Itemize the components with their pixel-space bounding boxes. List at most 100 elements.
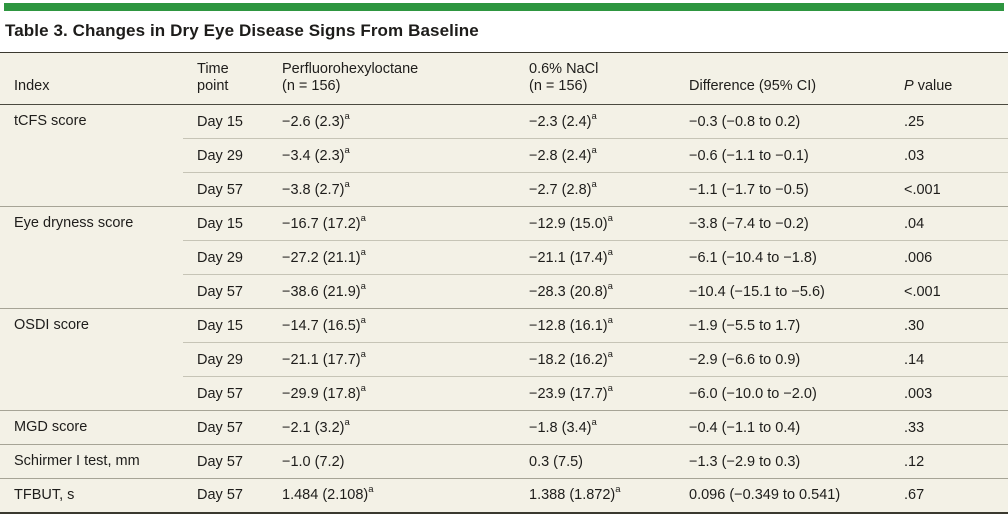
difference-cell: −3.8 (−7.4 to −0.2)	[675, 206, 890, 241]
col-header-index: Index	[0, 52, 183, 105]
index-cell: tCFS score	[0, 104, 183, 207]
p-value-cell: <.001	[890, 172, 1008, 207]
p-value-cell: .04	[890, 206, 1008, 241]
table-row: Day 29 −21.1 (17.7)a −18.2 (16.2)a −2.9 (−6…	[0, 342, 1008, 377]
footnote-marker: a	[607, 246, 613, 258]
nacl-cell: −12.9 (15.0)a	[515, 206, 675, 241]
p-value-cell: <.001	[890, 274, 1008, 309]
time-point-cell: Day 29	[183, 342, 268, 377]
perfluorohexyloctane-cell: −29.9 (17.8)a	[268, 376, 515, 411]
nacl-cell: −18.2 (16.2)a	[515, 342, 675, 377]
header-row: Index Time point Perfluorohexyloctane (n = 1…	[0, 52, 1008, 105]
footnote-marker: a	[607, 212, 613, 224]
col-header-difference: Difference (95% CI)	[675, 52, 890, 105]
footnote-marker: a	[615, 484, 621, 496]
nacl-cell: −21.1 (17.4)a	[515, 240, 675, 275]
table-row: OSDI score Day 15 −14.7 (16.5)a −12.8 (16.1…	[0, 308, 1008, 411]
time-point-cell: Day 57	[183, 444, 268, 479]
nacl-cell: −2.8 (2.4)a	[515, 138, 675, 173]
nacl-cell: −12.8 (16.1)a	[515, 308, 675, 343]
difference-cell: −1.1 (−1.7 to −0.5)	[675, 172, 890, 207]
p-value-cell: .67	[890, 478, 1008, 513]
table-row: Day 57 −38.6 (21.9)a −28.3 (20.8)a −10.4 (−…	[0, 274, 1008, 309]
time-point-cell: Day 29	[183, 138, 268, 173]
table-row: MGD score Day 57 −2.1 (3.2)a −1.8 (3.4)a −0.…	[0, 410, 1008, 445]
time-point-cell: Day 57	[183, 478, 268, 513]
perfluorohexyloctane-cell: −3.4 (2.3)a	[268, 138, 515, 173]
col-header-p-value: P value	[890, 52, 1008, 105]
footnote-marker: a	[591, 110, 597, 122]
time-point-cell: Day 15	[183, 308, 268, 343]
perfluorohexyloctane-cell: −21.1 (17.7)a	[268, 342, 515, 377]
col-header-nacl: 0.6% NaCl (n = 156)	[515, 52, 675, 105]
footnote-marker: a	[607, 280, 613, 292]
difference-cell: −10.4 (−15.1 to −5.6)	[675, 274, 890, 309]
nacl-cell: −1.8 (3.4)a	[515, 410, 675, 445]
perfluorohexyloctane-cell: 1.484 (2.108)a	[268, 478, 515, 513]
difference-cell: −1.9 (−5.5 to 1.7)	[675, 308, 890, 343]
difference-cell: −0.4 (−1.1 to 0.4)	[675, 410, 890, 445]
footnote-marker: a	[360, 246, 366, 258]
table-row: Schirmer I test, mm Day 57 −1.0 (7.2) 0.3 (…	[0, 444, 1008, 479]
time-point-cell: Day 15	[183, 104, 268, 139]
index-cell: OSDI score	[0, 308, 183, 411]
perfluorohexyloctane-cell: −2.6 (2.3)a	[268, 104, 515, 139]
footnote-marker: a	[360, 348, 366, 360]
time-point-cell: Day 57	[183, 172, 268, 207]
index-cell: Schirmer I test, mm	[0, 444, 183, 479]
perfluorohexyloctane-cell: −3.8 (2.7)a	[268, 172, 515, 207]
footnote-marker: a	[360, 314, 366, 326]
footnote-marker: a	[591, 178, 597, 190]
p-value-cell: .003	[890, 376, 1008, 411]
table-row: Day 57 −3.8 (2.7)a −2.7 (2.8)a −1.1 (−1.7 t…	[0, 172, 1008, 207]
difference-cell: −0.6 (−1.1 to −0.1)	[675, 138, 890, 173]
time-point-cell: Day 57	[183, 410, 268, 445]
table-row: Eye dryness score Day 15 −16.7 (17.2)a −12.…	[0, 206, 1008, 309]
p-value-cell: .33	[890, 410, 1008, 445]
table-body: tCFS score Day 15 −2.6 (2.3)a −2.3 (2.4)a −0…	[0, 104, 1008, 513]
time-point-cell: Day 57	[183, 376, 268, 411]
p-value-cell: .12	[890, 444, 1008, 479]
footnote-marker: a	[607, 348, 613, 360]
footnote-marker: a	[591, 416, 597, 428]
footnote-marker: a	[344, 178, 350, 190]
perfluorohexyloctane-cell: −38.6 (21.9)a	[268, 274, 515, 309]
table-row: TFBUT, s Day 57 1.484 (2.108)a 1.388 (1.872…	[0, 478, 1008, 513]
difference-cell: −1.3 (−2.9 to 0.3)	[675, 444, 890, 479]
data-table: Index Time point Perfluorohexyloctane (n = 1…	[0, 52, 1008, 514]
table-row: Day 29 −27.2 (21.1)a −21.1 (17.4)a −6.1 (−1…	[0, 240, 1008, 275]
perfluorohexyloctane-cell: −2.1 (3.2)a	[268, 410, 515, 445]
perfluorohexyloctane-cell: −16.7 (17.2)a	[268, 206, 515, 241]
difference-cell: −6.0 (−10.0 to −2.0)	[675, 376, 890, 411]
difference-cell: −6.1 (−10.4 to −1.8)	[675, 240, 890, 275]
time-point-cell: Day 29	[183, 240, 268, 275]
p-value-cell: .30	[890, 308, 1008, 343]
footnote-marker: a	[607, 382, 613, 394]
footnote-marker: a	[360, 212, 366, 224]
nacl-cell: −28.3 (20.8)a	[515, 274, 675, 309]
footnote-marker: a	[591, 144, 597, 156]
time-point-cell: Day 15	[183, 206, 268, 241]
difference-cell: −0.3 (−0.8 to 0.2)	[675, 104, 890, 139]
footnote-marker: a	[360, 280, 366, 292]
table-row: Day 29 −3.4 (2.3)a −2.8 (2.4)a −0.6 (−1.1 t…	[0, 138, 1008, 173]
p-value-cell: .25	[890, 104, 1008, 139]
nacl-cell: −2.3 (2.4)a	[515, 104, 675, 139]
time-point-cell: Day 57	[183, 274, 268, 309]
col-header-perfluorohexyloctane: Perfluorohexyloctane (n = 156)	[268, 52, 515, 105]
table-header: Index Time point Perfluorohexyloctane (n = 1…	[0, 52, 1008, 105]
footnote-marker: a	[344, 110, 350, 122]
footnote-marker: a	[360, 382, 366, 394]
perfluorohexyloctane-cell: −27.2 (21.1)a	[268, 240, 515, 275]
index-cell: MGD score	[0, 410, 183, 445]
perfluorohexyloctane-cell: −14.7 (16.5)a	[268, 308, 515, 343]
p-value-cell: .14	[890, 342, 1008, 377]
index-cell: Eye dryness score	[0, 206, 183, 309]
nacl-cell: −23.9 (17.7)a	[515, 376, 675, 411]
difference-cell: −2.9 (−6.6 to 0.9)	[675, 342, 890, 377]
table-row: tCFS score Day 15 −2.6 (2.3)a −2.3 (2.4)a −0…	[0, 104, 1008, 207]
col-header-time-point: Time point	[183, 52, 268, 105]
index-cell: TFBUT, s	[0, 478, 183, 513]
accent-bar	[4, 3, 1004, 11]
p-value-cell: .03	[890, 138, 1008, 173]
